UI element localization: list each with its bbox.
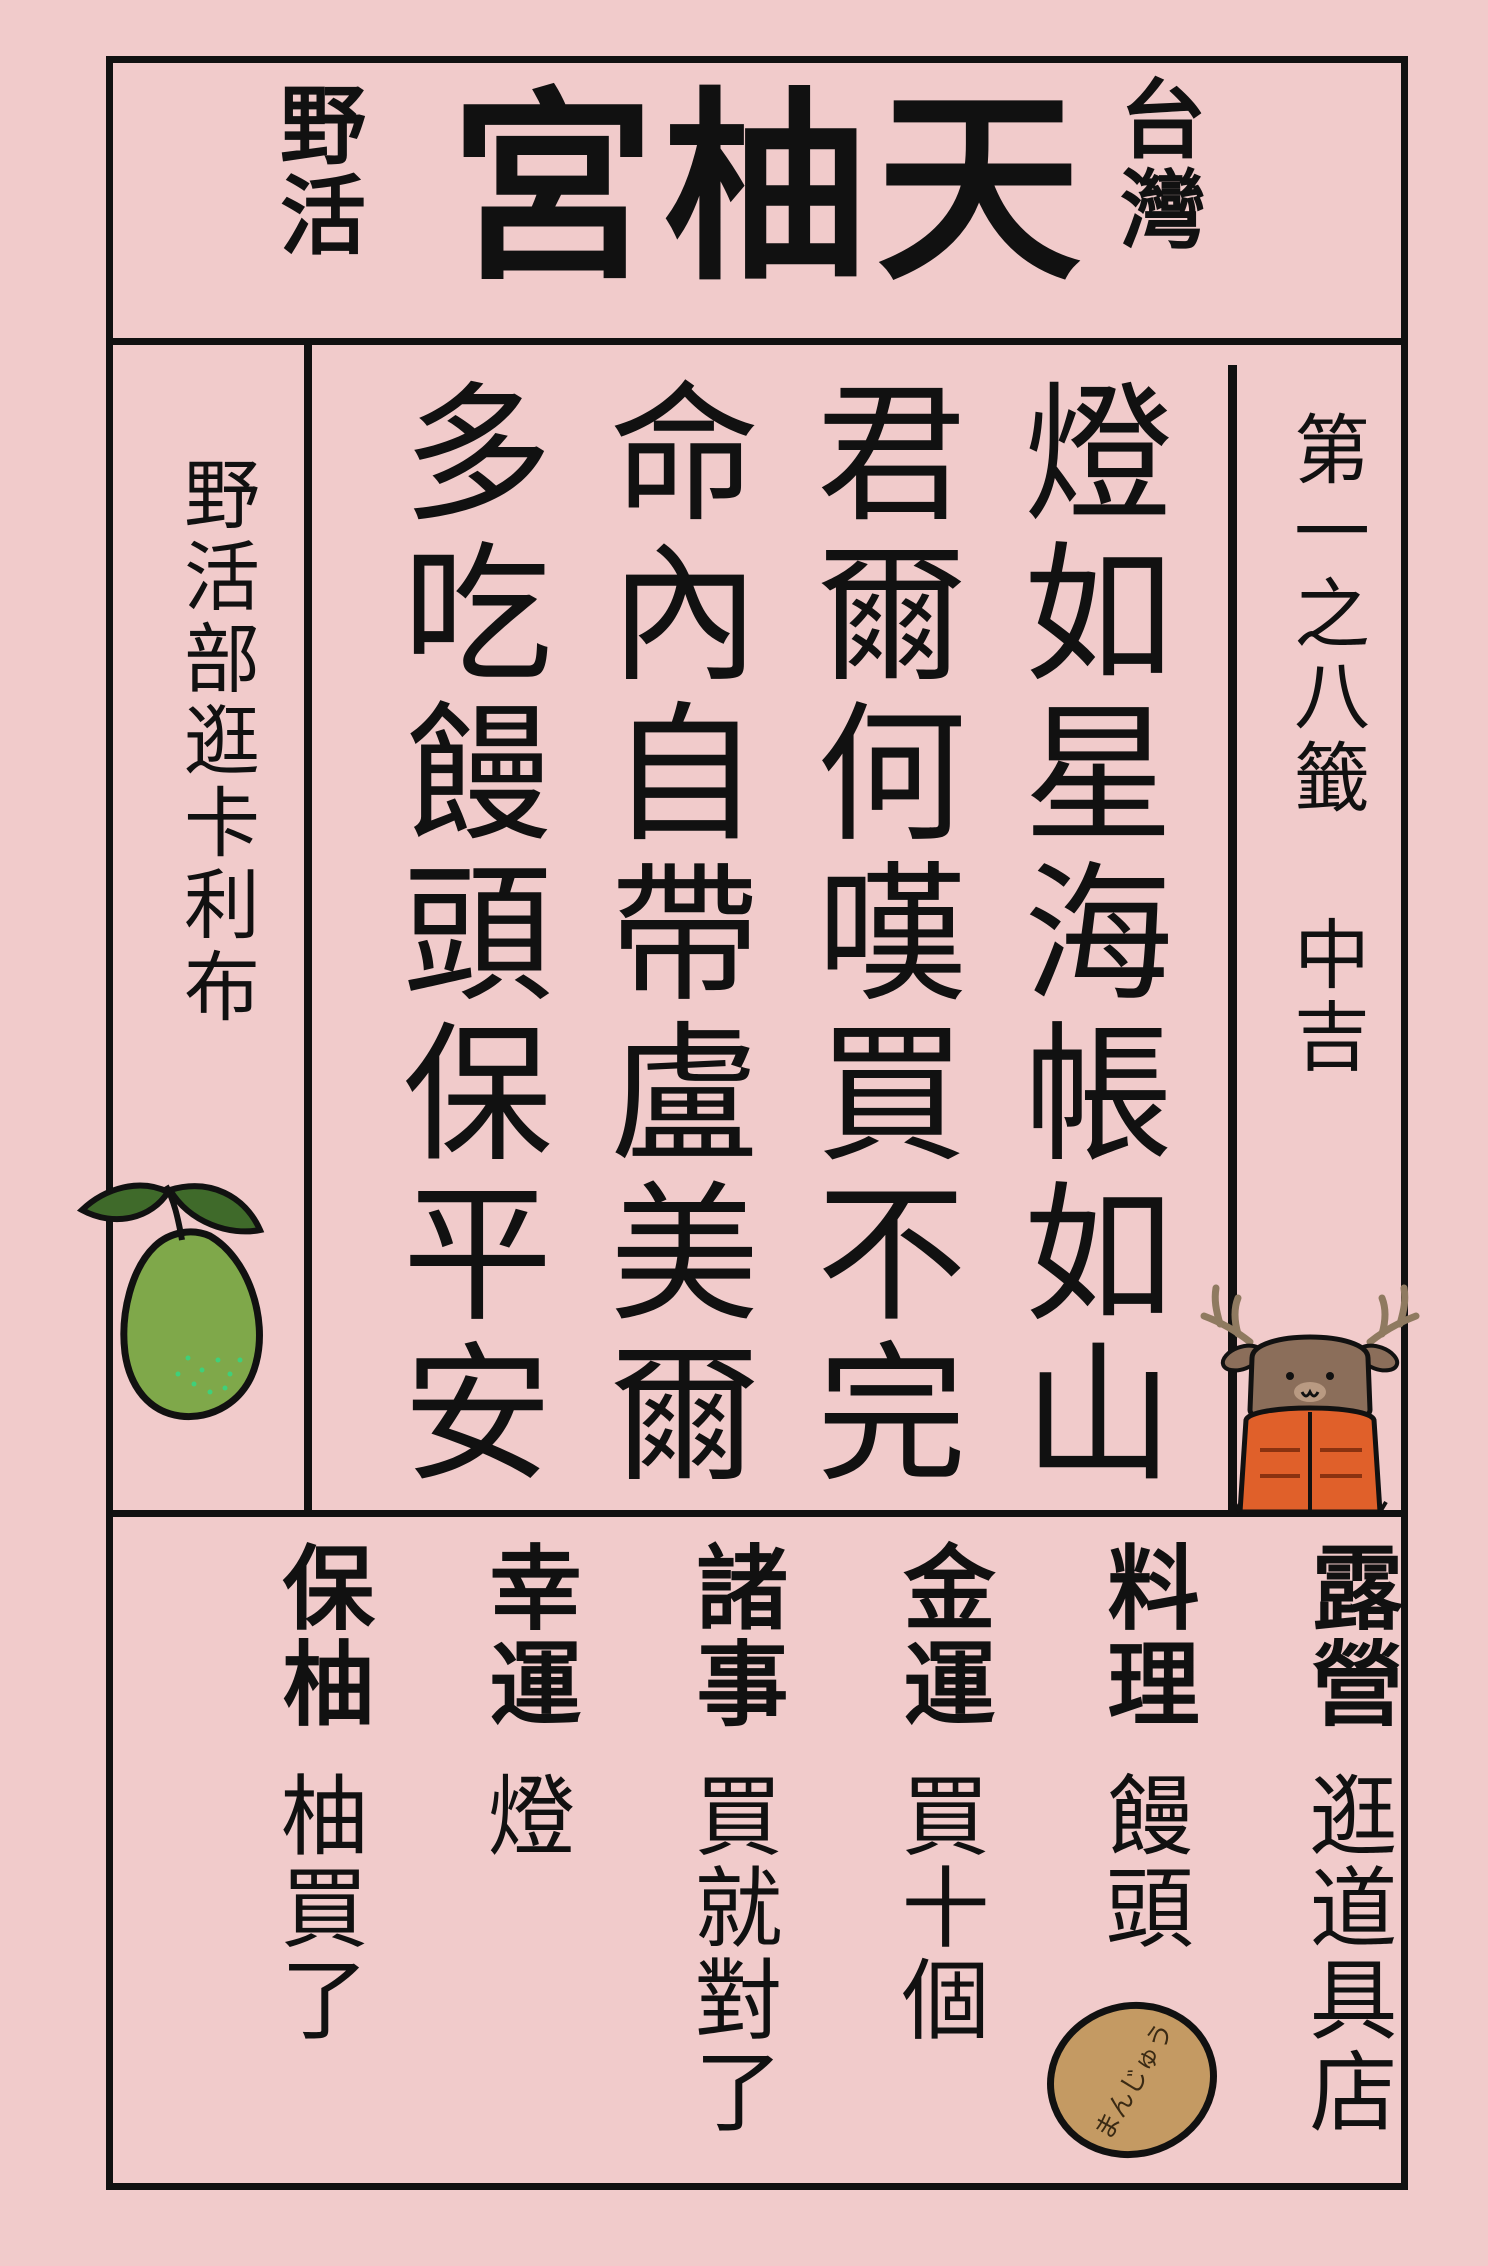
section-divider [108,1510,1408,1517]
category-value-pomelo: 柚買了 [266,1770,369,2046]
title-left-char: 野 [280,77,366,177]
frame-top [108,56,1408,63]
category-head-camping: 露營 [1296,1540,1403,1732]
pomelo-icon [76,1182,265,1421]
category-value-affairs: 買就對了 [680,1770,783,2138]
category-head-wealth: 金運 [888,1540,995,1732]
category-value-camping: 逛道具店 [1295,1770,1398,2138]
header-divider [108,338,1408,345]
manju-bun-icon: まんじゅう [1047,2001,1217,2159]
poem-line-1: 燈如星海帳如山 [998,375,1172,1495]
title-left: 野 活 [280,82,366,263]
title-right: 台 灣 [1120,76,1206,257]
poem-line-2: 君爾何嘆買不完 [791,375,965,1495]
category-value-wealth: 買十個 [887,1770,990,2046]
lot-number: 第一之八籤 中吉 [1281,410,1370,1079]
title-left-char: 活 [280,167,366,268]
page-title: 宮柚天 [450,71,1089,309]
frame-bottom [108,2183,1408,2190]
frame-left [106,56,113,2190]
category-head-cooking: 料理 [1092,1540,1199,1732]
left-column-divider [304,345,312,1510]
deer-mascot-icon [1200,1284,1420,1515]
poem-line-3: 命內自帶盧美爾 [584,375,758,1495]
right-column-divider [1228,365,1237,1510]
frame-right [1401,56,1408,2190]
title-right-char: 台 [1120,71,1206,171]
poem-line-4: 多吃饅頭保平安 [377,375,551,1495]
title-right-char: 灣 [1120,161,1206,262]
category-head-pomelo: 保柚 [267,1540,374,1732]
organizer-label: 野活部逛卡利布 [171,455,260,1029]
category-head-affairs: 諸事 [681,1540,788,1732]
category-head-luck: 幸運 [474,1540,581,1732]
category-value-cooking: 饅頭 [1091,1770,1194,1954]
category-value-luck: 燈 [473,1770,576,1862]
